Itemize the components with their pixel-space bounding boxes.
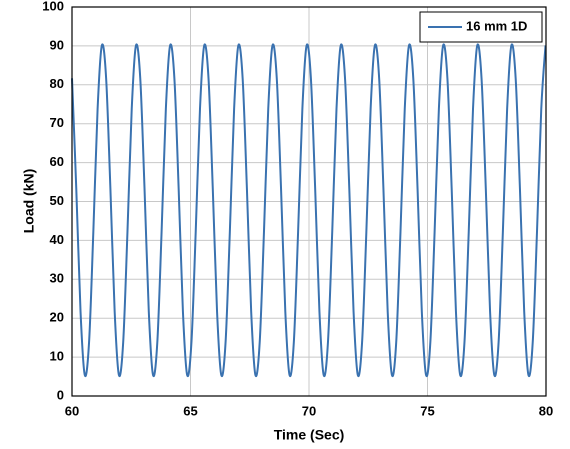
- x-axis-label: Time (Sec): [274, 427, 345, 443]
- y-tick-label: 60: [50, 154, 64, 169]
- x-tick-label: 65: [183, 403, 197, 418]
- x-tick-label: 60: [65, 403, 79, 418]
- y-tick-label: 20: [50, 310, 64, 325]
- plot-frame: [71, 6, 547, 397]
- x-tick-label: 80: [539, 403, 553, 418]
- y-tick-label: 80: [50, 76, 64, 91]
- x-tick-label: 70: [302, 403, 316, 418]
- y-tick-label: 70: [50, 115, 64, 130]
- x-tick-label: 75: [420, 403, 434, 418]
- y-tick-label: 40: [50, 232, 64, 247]
- data-line: [71, 43, 547, 378]
- y-tick-label: 90: [50, 37, 64, 52]
- y-tick-label: 0: [57, 387, 64, 402]
- y-tick-label: 50: [50, 193, 64, 208]
- y-tick-label: 100: [42, 0, 64, 13]
- y-tick-label: 30: [50, 271, 64, 286]
- y-axis-label: Load (kN): [21, 169, 37, 234]
- legend-label: 16 mm 1D: [466, 18, 527, 33]
- y-tick-label: 10: [50, 349, 64, 364]
